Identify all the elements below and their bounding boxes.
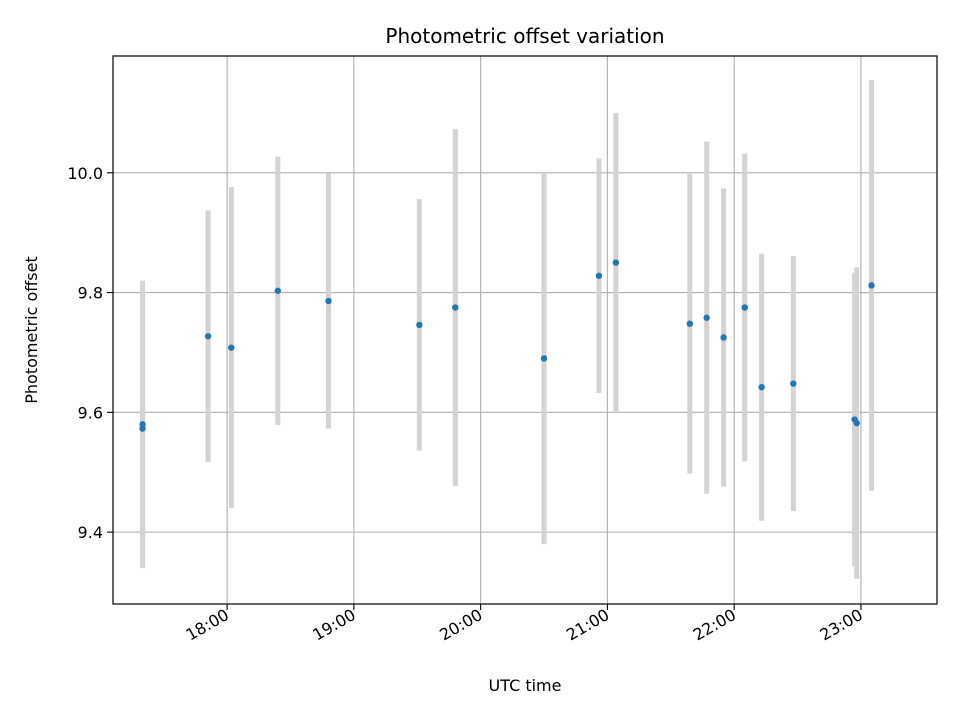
data-point [274, 287, 281, 294]
data-point [686, 320, 693, 327]
data-point [452, 304, 459, 311]
data-point [790, 380, 797, 387]
data-point [758, 383, 765, 391]
data-point [595, 272, 603, 279]
grid [113, 56, 937, 604]
data-point [325, 297, 332, 305]
data-point [612, 259, 620, 266]
plot-frame [112, 55, 938, 605]
y-tick-label: 9.8 [78, 284, 103, 303]
data-point [228, 344, 235, 351]
data-points [139, 259, 875, 432]
data-point [139, 425, 146, 432]
data-point [416, 321, 423, 329]
x-axis-label: UTC time [489, 676, 562, 695]
data-point [703, 314, 710, 321]
y-axis-ticks: 9.4 9.6 9.8 10.0 [67, 164, 113, 542]
data-point [741, 304, 748, 311]
data-point [853, 419, 860, 427]
y-tick-label: 10.0 [67, 164, 103, 183]
y-tick-label: 9.6 [78, 403, 103, 422]
data-point [868, 282, 875, 289]
y-axis-label: Photometric offset [22, 256, 41, 404]
y-tick-label: 9.4 [78, 523, 103, 542]
data-point [720, 334, 727, 341]
data-point [204, 333, 212, 340]
chart-title: Photometric offset variation [385, 24, 664, 48]
data-point [540, 355, 548, 362]
